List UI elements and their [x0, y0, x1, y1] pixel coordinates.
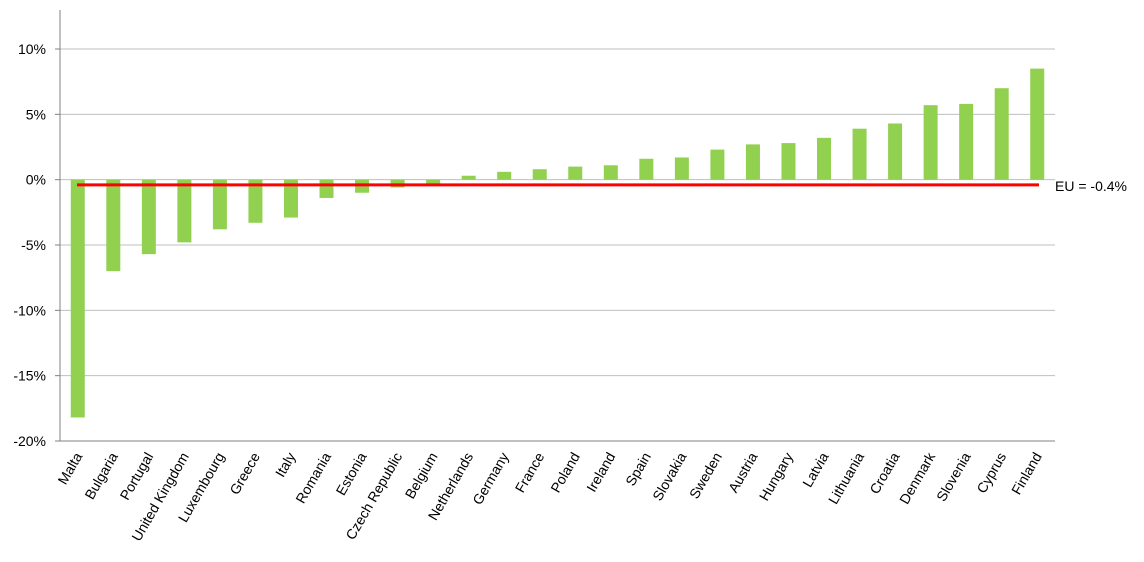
y-tick-label: -20%: [13, 433, 46, 449]
y-tick-label: -5%: [21, 237, 46, 253]
x-tick-label: Sweden: [686, 450, 725, 502]
bar: [319, 179, 334, 198]
bar: [745, 144, 760, 180]
bar: [106, 179, 121, 272]
y-tick-label: 10%: [18, 41, 46, 57]
bar: [177, 179, 192, 243]
bar: [817, 137, 832, 180]
bar: [70, 179, 85, 418]
bar: [461, 175, 476, 180]
x-tick-label: Belgium: [402, 450, 441, 502]
bar: [568, 166, 583, 180]
x-tick-label: Latvia: [799, 449, 832, 490]
bar: [497, 171, 512, 180]
x-tick-label: Estonia: [332, 449, 369, 498]
x-tick-label: Spain: [622, 450, 654, 489]
x-tick-label: Portugal: [117, 450, 157, 503]
axes: [59, 10, 1055, 442]
x-tick-label: Hungary: [756, 450, 796, 504]
bar: [248, 179, 263, 223]
y-axis-tick-labels: -20% -15% -10% -5% 0% 5% 10%: [13, 41, 46, 449]
x-tick-label: Bulgaria: [81, 449, 121, 502]
y-tick-label: 0%: [26, 172, 46, 188]
bar: [283, 179, 298, 218]
bar: [532, 169, 547, 180]
bar: [426, 179, 441, 185]
x-tick-label: France: [512, 449, 548, 495]
bars: [70, 68, 1045, 418]
gridlines: [55, 48, 1055, 442]
x-tick-label: Greece: [226, 449, 263, 497]
bar: [141, 179, 156, 255]
bar: [212, 179, 227, 230]
x-tick-label: Slovakia: [649, 449, 689, 503]
bar: [674, 157, 689, 180]
bar: [923, 105, 938, 180]
bar: [603, 165, 618, 180]
x-tick-label: Malta: [54, 449, 85, 487]
bar: [1030, 68, 1045, 180]
x-tick-label: Romania: [292, 449, 334, 506]
bar: [781, 143, 796, 180]
x-tick-label: Finland: [1008, 450, 1045, 498]
x-tick-label: Poland: [547, 450, 583, 496]
bar: [852, 128, 867, 180]
x-tick-label: Italy: [272, 450, 299, 480]
x-tick-label: Slovenia: [933, 449, 974, 504]
bar: [994, 88, 1009, 180]
bar: [888, 123, 903, 180]
bar: [639, 158, 654, 180]
eu-reference: EU = -0.4%: [77, 178, 1127, 194]
bar: [710, 149, 725, 180]
x-tick-label: Croatia: [866, 449, 903, 496]
eu-reference-label: EU = -0.4%: [1055, 178, 1127, 194]
bar: [959, 103, 974, 180]
x-tick-label: Cyprus: [973, 450, 1009, 496]
y-tick-label: 5%: [26, 106, 46, 122]
y-tick-label: -10%: [13, 302, 46, 318]
x-tick-label: Ireland: [583, 450, 618, 495]
y-tick-label: -15%: [13, 368, 46, 384]
x-tick-label: Austria: [725, 449, 761, 495]
